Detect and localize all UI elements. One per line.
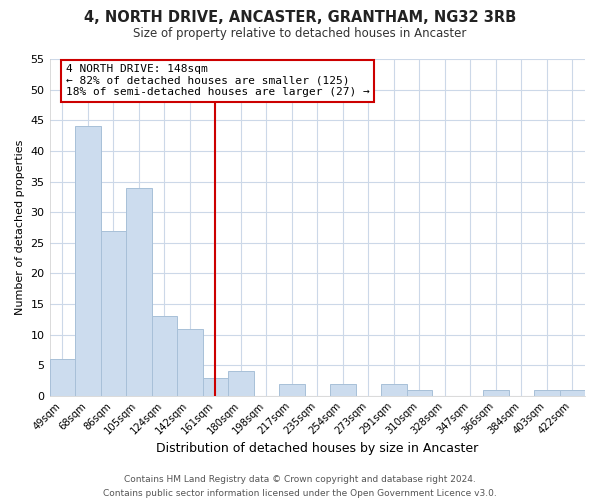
Bar xyxy=(330,384,356,396)
Text: Contains HM Land Registry data © Crown copyright and database right 2024.
Contai: Contains HM Land Registry data © Crown c… xyxy=(103,476,497,498)
Text: 4 NORTH DRIVE: 148sqm
← 82% of detached houses are smaller (125)
18% of semi-det: 4 NORTH DRIVE: 148sqm ← 82% of detached … xyxy=(65,64,370,98)
X-axis label: Distribution of detached houses by size in Ancaster: Distribution of detached houses by size … xyxy=(156,442,478,455)
Bar xyxy=(279,384,305,396)
Bar xyxy=(75,126,101,396)
Bar xyxy=(203,378,228,396)
Y-axis label: Number of detached properties: Number of detached properties xyxy=(15,140,25,315)
Bar xyxy=(177,328,203,396)
Bar xyxy=(101,230,126,396)
Bar xyxy=(381,384,407,396)
Bar xyxy=(534,390,560,396)
Bar xyxy=(483,390,509,396)
Text: Size of property relative to detached houses in Ancaster: Size of property relative to detached ho… xyxy=(133,28,467,40)
Bar xyxy=(560,390,585,396)
Bar xyxy=(407,390,432,396)
Bar xyxy=(228,372,254,396)
Bar xyxy=(50,359,75,396)
Bar xyxy=(126,188,152,396)
Text: 4, NORTH DRIVE, ANCASTER, GRANTHAM, NG32 3RB: 4, NORTH DRIVE, ANCASTER, GRANTHAM, NG32… xyxy=(84,10,516,25)
Bar xyxy=(152,316,177,396)
